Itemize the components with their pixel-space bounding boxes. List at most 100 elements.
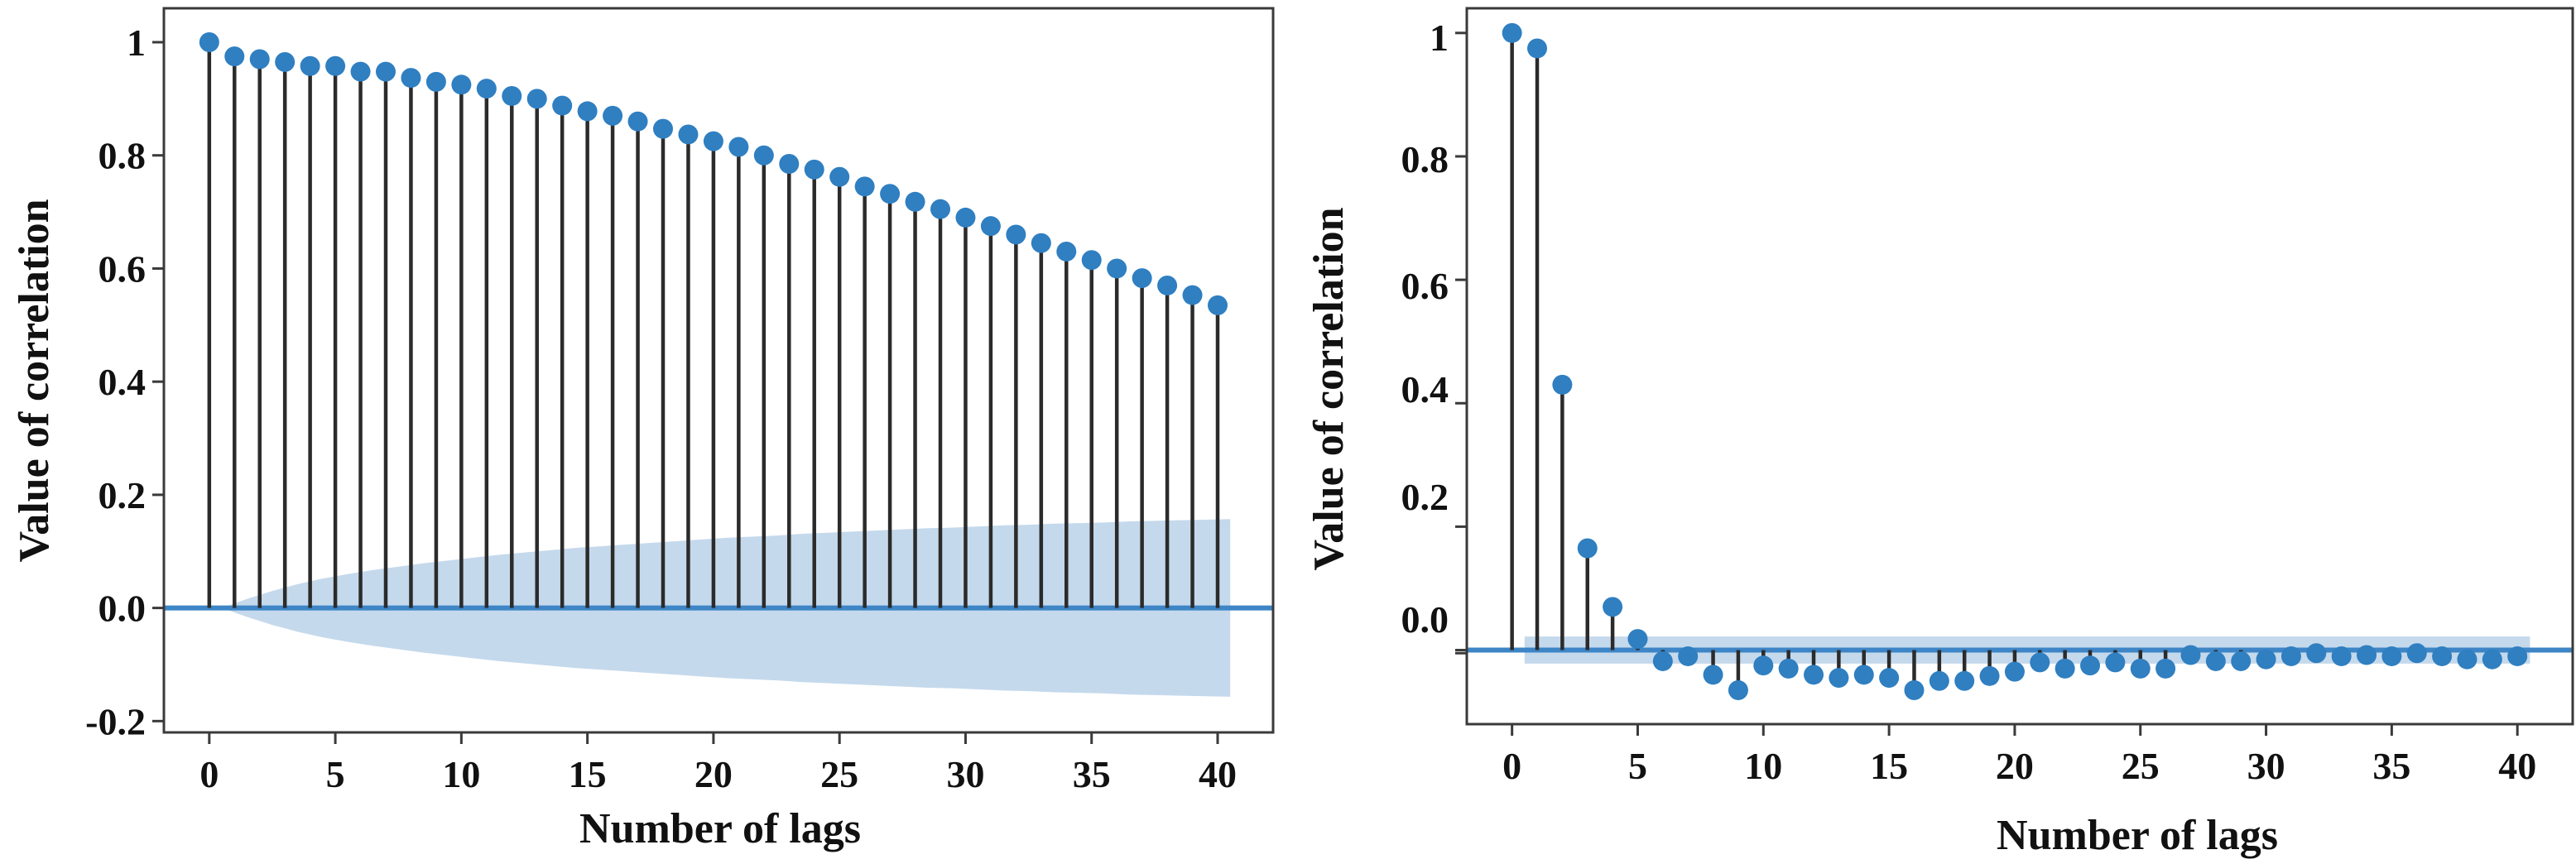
- stem-marker: [2080, 655, 2101, 676]
- stem-marker: [2256, 649, 2276, 670]
- right-y-axis-title: Value of correlation: [1305, 207, 1353, 570]
- right-axes-frame: [1465, 7, 2574, 726]
- stem-marker: [653, 118, 673, 139]
- stem-marker: [2231, 650, 2252, 671]
- stem-marker: [1157, 275, 1178, 295]
- stem-marker: [350, 61, 371, 82]
- stem-marker: [1031, 233, 1051, 253]
- left-x-axis-title: Number of lags: [579, 805, 861, 852]
- stem-marker: [2030, 652, 2050, 673]
- x-tick-label: 25: [820, 753, 858, 795]
- stem-marker: [1929, 670, 1949, 691]
- x-tick-label: 20: [1996, 745, 2034, 787]
- stem-marker: [678, 124, 699, 145]
- stem-marker: [552, 95, 573, 116]
- y-tick-label: 0.6: [1401, 265, 1449, 307]
- stem-marker: [905, 191, 925, 212]
- stem-marker: [401, 68, 421, 89]
- y-tick-label: -0.2: [85, 700, 146, 742]
- stem-marker: [854, 176, 875, 197]
- stem-marker: [2055, 658, 2075, 679]
- stem-marker: [2205, 650, 2226, 671]
- stem-marker: [300, 55, 320, 76]
- stem-marker: [1652, 650, 1673, 671]
- left-axes-frame: [162, 7, 1275, 734]
- stem-marker: [199, 32, 219, 53]
- stem-marker: [2331, 646, 2352, 666]
- left-chart-panel: -0.2 0.0 0.2 0.4 0.6 0.8 1 0 5 10 15 20 25 30 35 40 Nu…: [11, 7, 1275, 852]
- right-stems: [1502, 22, 2528, 700]
- stem-marker: [1703, 665, 1723, 685]
- stem-marker: [2105, 652, 2126, 673]
- right-x-axis-ticks: 0 5 10 15 20 25 30 35 40: [1502, 724, 2536, 787]
- stem-marker: [1208, 295, 1228, 315]
- stem-marker: [1853, 665, 1874, 685]
- stem-marker: [1056, 241, 1077, 262]
- y-tick-label: 0.4: [1401, 368, 1449, 410]
- x-tick-label: 15: [569, 753, 607, 795]
- stem-marker: [1502, 22, 1522, 43]
- x-tick-label: 20: [694, 753, 733, 795]
- stem-marker: [451, 74, 472, 95]
- x-tick-label: 30: [2247, 745, 2285, 787]
- stem-marker: [955, 207, 976, 228]
- stem-marker: [2280, 646, 2301, 666]
- stem-marker: [526, 89, 547, 109]
- stem-marker: [2306, 643, 2327, 664]
- stem-marker: [1954, 670, 1975, 691]
- stem-marker: [1678, 646, 1699, 666]
- stem-marker: [1753, 655, 1774, 676]
- stem-marker: [1627, 629, 1648, 650]
- x-tick-label: 0: [199, 753, 219, 795]
- y-tick-label: 1: [1430, 17, 1449, 59]
- stem-marker: [2155, 658, 2176, 679]
- stem-marker: [425, 71, 446, 92]
- y-tick-label: 0.8: [99, 135, 147, 177]
- stem-marker: [728, 137, 749, 157]
- stem-marker: [980, 216, 1001, 237]
- x-tick-label: 30: [946, 753, 984, 795]
- x-tick-label: 5: [1628, 745, 1647, 787]
- y-tick-label: 0.0: [1401, 598, 1449, 641]
- stem-marker: [2180, 645, 2201, 665]
- stem-marker: [1006, 224, 1026, 245]
- y-tick-label: 0.6: [99, 247, 147, 290]
- x-tick-label: 35: [2372, 745, 2410, 787]
- stem-marker: [2004, 661, 2025, 682]
- stem-marker: [1552, 374, 1573, 395]
- right-x-axis-title: Number of lags: [1997, 812, 2278, 859]
- stem-marker: [1728, 679, 1748, 700]
- stem-marker: [476, 79, 497, 99]
- stem-marker: [275, 51, 296, 72]
- y-tick-label: 0.2: [1401, 476, 1449, 518]
- stem-marker: [1904, 679, 1925, 700]
- stem-marker: [779, 153, 800, 174]
- stem-marker: [829, 166, 850, 187]
- stem-marker: [2130, 658, 2151, 679]
- x-tick-label: 35: [1073, 753, 1111, 795]
- stem-marker: [804, 159, 824, 180]
- stem-marker: [753, 145, 774, 166]
- stem-marker: [1979, 665, 2000, 686]
- y-tick-label: 0.2: [99, 474, 147, 516]
- x-tick-label: 15: [1870, 745, 1908, 787]
- stem-marker: [2381, 646, 2402, 666]
- right-chart-panel: 0.0 0.2 0.4 0.6 0.8 1 0 5 10 15 20 25 30 35 40 Number…: [1305, 7, 2574, 859]
- stem-marker: [1829, 668, 1849, 689]
- stem-marker: [627, 111, 648, 132]
- stem-marker: [880, 184, 901, 204]
- stem-marker: [703, 131, 723, 151]
- y-tick-label: 0.4: [99, 361, 147, 403]
- stem-marker: [1182, 285, 1203, 305]
- stem-marker: [1132, 268, 1152, 289]
- stem-marker: [1879, 668, 1900, 689]
- stem-marker: [1603, 597, 1623, 617]
- stem-marker: [1577, 538, 1598, 559]
- stem-marker: [2507, 646, 2528, 666]
- x-tick-label: 25: [2122, 745, 2160, 787]
- stem-marker: [376, 61, 396, 82]
- x-tick-label: 40: [1199, 753, 1237, 795]
- stem-marker: [325, 55, 346, 76]
- stem-marker: [2432, 646, 2453, 666]
